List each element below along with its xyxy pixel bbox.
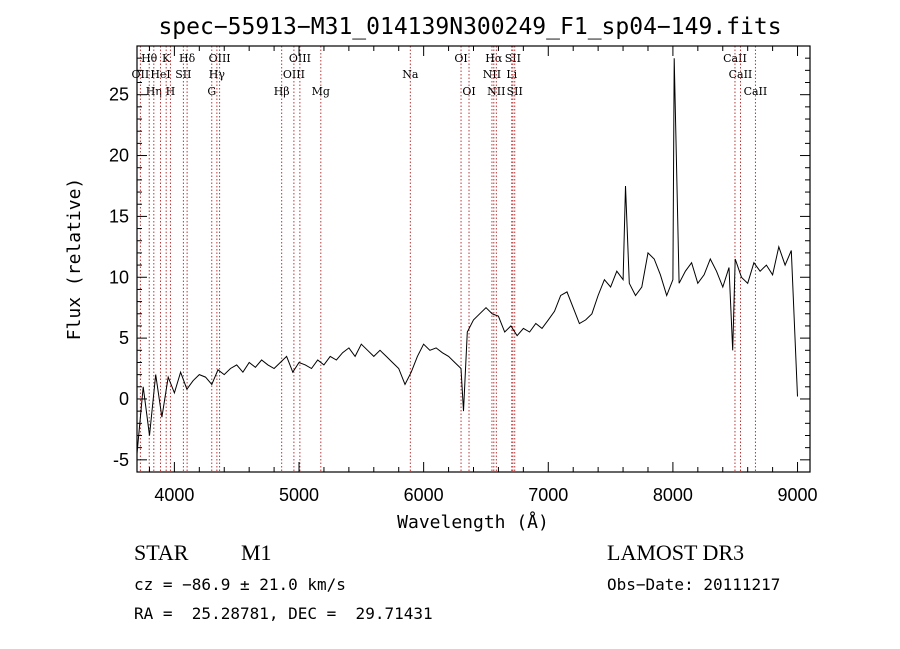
line-label-8: G: [207, 85, 216, 98]
survey-name: LAMOST DR3: [607, 540, 745, 565]
line-label-14: Mg: [312, 85, 330, 98]
line-label-24: CaII: [723, 52, 747, 65]
line-label-12: OIII: [283, 68, 305, 81]
coordinates: RA = 25.28781, DEC = 29.71431: [134, 604, 433, 623]
line-label-11: Hβ: [274, 85, 290, 98]
chart-title: spec−55913−M31_014139N300249_F1_sp04−149…: [158, 14, 781, 40]
line-label-18: NII: [483, 68, 501, 81]
x-tick-label-4: 8000: [653, 485, 693, 505]
line-label-3: HeI: [150, 68, 170, 81]
spectrum-line-0: [136, 58, 798, 454]
line-label-9: OIII: [209, 52, 231, 65]
line-label-4: K: [162, 52, 171, 65]
y-tick-label-0: -5: [113, 450, 129, 470]
line-label-17: OI: [462, 85, 475, 98]
line-label-15: Na: [402, 68, 419, 81]
line-label-20: NII: [487, 85, 505, 98]
x-axis-label: Wavelength (Å): [397, 511, 549, 533]
plot-frame: [136, 45, 811, 473]
x-tick-label-3: 7000: [528, 485, 568, 505]
x-tick-label-2: 6000: [404, 485, 444, 505]
x-tick-label-0: 4000: [154, 485, 194, 505]
emission-line-markers: Hθ OII Hη HeI K H SII Hδ G OIII Hγ Hβ OIII OIII Mg Na OI…: [132, 46, 768, 472]
y-tick-label-2: 5: [119, 328, 129, 348]
observation-date: Obs−Date: 20111217: [607, 575, 781, 594]
y-tick-label-5: 20: [109, 146, 129, 166]
line-label-13: OIII: [289, 52, 311, 65]
x-tick-label-1: 5000: [279, 485, 319, 505]
line-label-16: OI: [454, 52, 467, 65]
line-label-19: Hα: [485, 52, 503, 65]
line-label-7: Hδ: [179, 52, 196, 65]
line-label-5: H: [166, 85, 176, 98]
line-label-6: SII: [175, 68, 191, 81]
line-label-2: Hη: [146, 85, 162, 98]
axis-ticks: 4000 5000 6000 7000 8000 9000 -5 0 5 10 15 20 25: [109, 46, 818, 505]
line-label-22: SII: [505, 52, 521, 65]
line-label-25: CaII: [729, 68, 753, 81]
line-label-21: Li: [506, 68, 517, 81]
line-label-26: CaII: [744, 85, 768, 98]
line-label-1: OII: [132, 68, 150, 81]
y-tick-label-1: 0: [119, 389, 129, 409]
x-tick-label-5: 9000: [778, 485, 818, 505]
spectrum-series: [136, 58, 798, 454]
y-tick-label-6: 25: [109, 85, 129, 105]
line-label-23: SII: [507, 85, 523, 98]
y-tick-label-3: 10: [109, 267, 129, 287]
y-axis-label: Flux (relative): [64, 178, 85, 341]
y-tick-label-4: 15: [109, 206, 129, 226]
line-label-0: Hθ: [141, 52, 158, 65]
line-label-10: Hγ: [209, 68, 226, 81]
redshift-cz: cz = −86.9 ± 21.0 km/s: [134, 575, 346, 594]
object-subclass: M1: [241, 540, 272, 565]
object-class: STAR: [134, 540, 189, 565]
